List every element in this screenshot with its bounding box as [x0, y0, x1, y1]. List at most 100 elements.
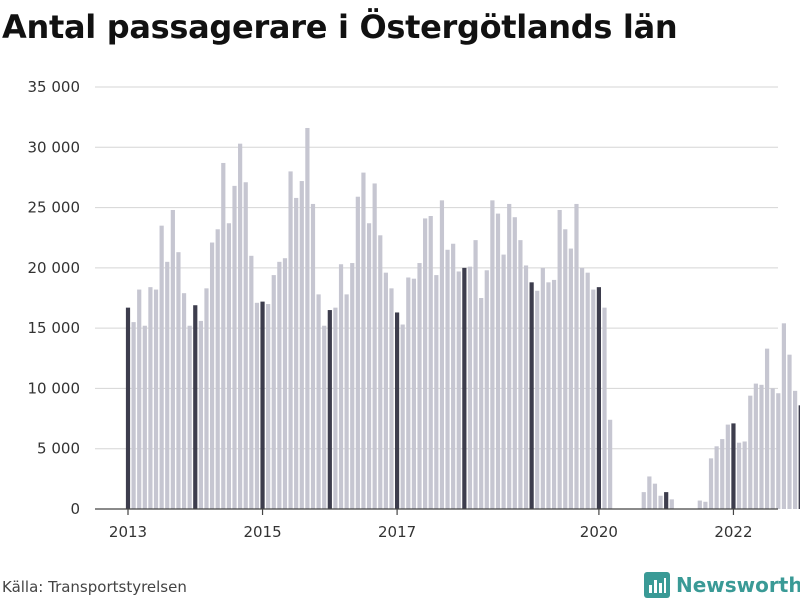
- bar: [439, 200, 445, 509]
- bar: [518, 240, 523, 509]
- bar: [411, 278, 417, 509]
- bar: [602, 307, 607, 509]
- bar: [501, 254, 506, 509]
- y-tick-label: 0: [70, 500, 80, 518]
- bar: [226, 223, 232, 509]
- bar: [176, 252, 181, 509]
- bar: [249, 255, 254, 509]
- bar: [142, 325, 147, 509]
- chart-title: Antal passagerare i Östergötlands län: [2, 8, 678, 46]
- bar: [641, 492, 646, 509]
- x-tick-label: 2015: [243, 523, 281, 541]
- bar: [266, 304, 271, 509]
- bar: [316, 294, 321, 509]
- bar: [333, 307, 338, 509]
- bar: [669, 499, 674, 509]
- bar: [787, 354, 792, 509]
- bar: [753, 383, 758, 509]
- bar: [568, 248, 573, 509]
- bar: [546, 282, 551, 509]
- bar: [579, 267, 585, 509]
- bar: [781, 323, 786, 509]
- bar: [535, 290, 540, 509]
- bar: [288, 171, 293, 509]
- bar: [181, 293, 187, 509]
- bar: [793, 390, 798, 509]
- bar: [350, 263, 355, 509]
- bar: [736, 442, 742, 509]
- bar: [591, 289, 596, 509]
- bar: [400, 324, 405, 509]
- bar: [260, 301, 265, 509]
- bar: [198, 320, 203, 509]
- bar: [596, 287, 601, 509]
- brand-logo[interactable]: Newsworthy: [644, 570, 800, 600]
- bar: [299, 181, 304, 510]
- bar: [725, 424, 730, 509]
- bar: [551, 279, 557, 509]
- bar: [434, 275, 439, 509]
- bar: [423, 218, 428, 510]
- y-tick-label: 30 000: [28, 138, 81, 156]
- bar: [232, 185, 237, 509]
- bar: [366, 223, 372, 509]
- bar: [383, 272, 388, 509]
- bar: [372, 183, 377, 509]
- bar: [608, 419, 613, 509]
- bar: [187, 325, 192, 509]
- bar: [394, 312, 400, 509]
- bar: [462, 267, 467, 509]
- bar: [310, 203, 316, 509]
- bar: [221, 162, 226, 509]
- bar: [742, 441, 747, 509]
- bar: [776, 393, 781, 509]
- bar: [327, 310, 332, 509]
- x-tick-label: 2020: [580, 523, 618, 541]
- bar: [215, 229, 220, 509]
- bar: [652, 483, 658, 509]
- bar: [557, 209, 562, 510]
- bar: [720, 439, 725, 509]
- bar: [137, 289, 142, 509]
- brand-name: Newsworthy: [676, 573, 800, 597]
- bar: [355, 196, 360, 509]
- bar: [764, 348, 770, 509]
- label-layer: 0 5 000 10 000 15 000 20 000 25 000 30 000 35 0…: [28, 78, 753, 541]
- bar: [708, 458, 714, 509]
- bar: [495, 213, 501, 509]
- axis-layer: [95, 508, 778, 515]
- bar: [165, 261, 170, 509]
- bar: [731, 423, 736, 509]
- bar: [512, 217, 517, 509]
- bar: [714, 446, 719, 509]
- bar: [153, 289, 159, 509]
- bar: [697, 500, 702, 509]
- bar: [479, 298, 484, 509]
- bar: [490, 200, 495, 509]
- bar: [159, 225, 164, 509]
- bar: [417, 263, 422, 509]
- y-tick-label: 20 000: [28, 259, 81, 277]
- bar: [338, 264, 344, 509]
- bar: [378, 235, 383, 510]
- x-tick-label: 2022: [714, 523, 752, 541]
- x-tick-label: 2013: [109, 523, 147, 541]
- bars-layer: [125, 127, 800, 510]
- bar: [770, 388, 775, 509]
- bar: [131, 322, 136, 509]
- bar: [703, 501, 708, 509]
- bar: [540, 267, 545, 509]
- bar: [389, 288, 394, 509]
- y-tick-label: 15 000: [28, 319, 81, 337]
- bar: [456, 271, 461, 509]
- x-tick-label: 2017: [378, 523, 416, 541]
- bar: [271, 275, 276, 509]
- bar: [467, 266, 473, 509]
- bar: [585, 272, 590, 509]
- bar: [193, 305, 198, 509]
- bar: [277, 261, 282, 509]
- bar: [322, 325, 327, 509]
- bar: [125, 307, 131, 509]
- bar: [445, 249, 450, 509]
